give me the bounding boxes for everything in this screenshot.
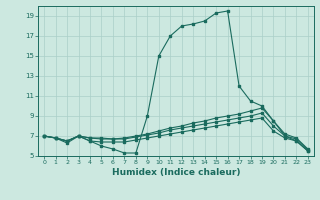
X-axis label: Humidex (Indice chaleur): Humidex (Indice chaleur): [112, 168, 240, 177]
